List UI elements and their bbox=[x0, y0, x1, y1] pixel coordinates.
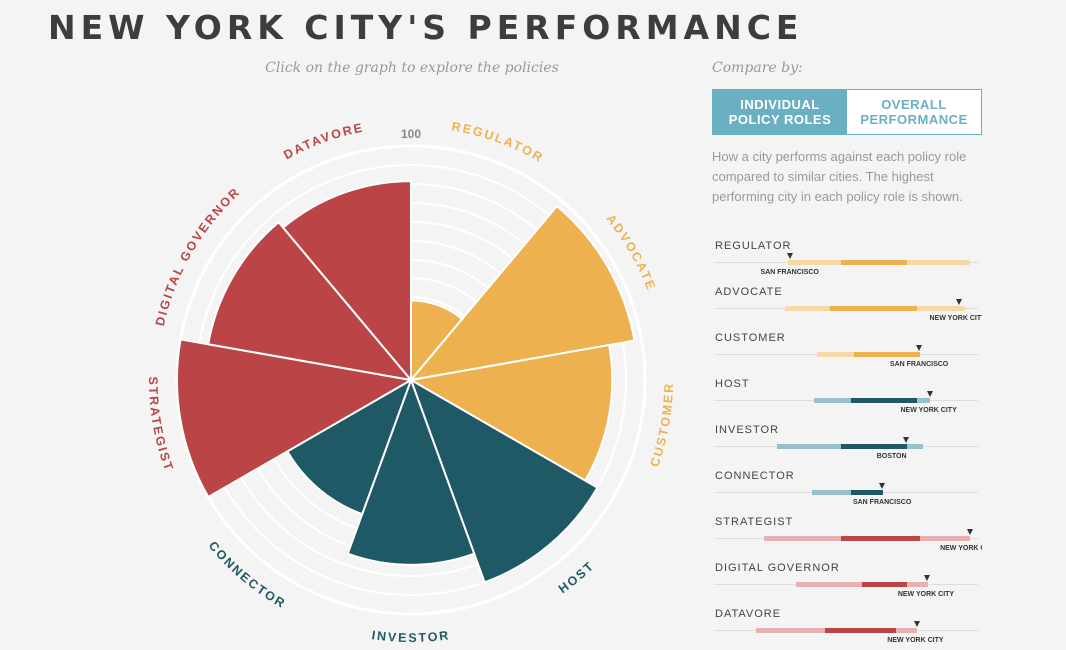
polar-area-chart[interactable]: 100 REGULATORADVOCATECUSTOMERHOSTINVESTOR… bbox=[0, 0, 700, 649]
city-marker bbox=[787, 253, 794, 259]
wedge-digital-governor[interactable] bbox=[207, 220, 414, 382]
city-marker bbox=[916, 345, 923, 351]
chart-instruction: Click on the graph to explore the polici… bbox=[265, 60, 559, 76]
role-range-bar: SAN FRANCISCO bbox=[714, 345, 978, 368]
role-row-advocate[interactable]: ADVOCATE NEW YORK CITY bbox=[714, 282, 982, 328]
city-marker bbox=[956, 299, 963, 305]
category-label[interactable]: REGULATOR bbox=[451, 119, 547, 165]
top-city-label: SAN FRANCISCO bbox=[852, 499, 912, 506]
max-value-label: 100 bbox=[401, 127, 421, 141]
role-range-bar: NEW YORK CITY bbox=[714, 575, 978, 598]
compare-toggle: INDIVIDUAL POLICY ROLES OVERALL PERFORMA… bbox=[712, 89, 982, 135]
role-range-bar: SAN FRANCISCO bbox=[714, 253, 978, 276]
range-middle bbox=[853, 352, 920, 357]
role-name: INVESTOR bbox=[715, 424, 780, 436]
city-marker bbox=[924, 575, 931, 581]
city-marker bbox=[966, 529, 973, 535]
overall-performance-button[interactable]: OVERALL PERFORMANCE bbox=[847, 90, 981, 134]
range-middle bbox=[840, 536, 920, 541]
wedge-investor[interactable] bbox=[346, 377, 476, 566]
range-middle bbox=[840, 444, 907, 449]
city-marker bbox=[913, 621, 920, 627]
wedge-advocate[interactable] bbox=[408, 204, 636, 382]
top-city-label: BOSTON bbox=[876, 453, 907, 460]
comparison-description: How a city performs against each policy … bbox=[712, 149, 967, 204]
wedge-host[interactable] bbox=[409, 377, 599, 584]
role-range-bar: NEW YORK CITY bbox=[714, 391, 978, 414]
individual-policy-roles-button[interactable]: INDIVIDUAL POLICY ROLES bbox=[713, 90, 847, 134]
top-city-label: SAN FRANCISCO bbox=[889, 361, 949, 368]
top-city-label: NEW YORK CITY bbox=[897, 591, 955, 598]
role-name: STRATEGIST bbox=[715, 516, 794, 528]
role-range-bar: NEW YORK CITY bbox=[714, 299, 982, 322]
wedge-strategist[interactable] bbox=[176, 338, 414, 499]
city-marker bbox=[879, 483, 886, 489]
role-row-digital-governor[interactable]: DIGITAL GOVERNOR NEW YORK CITY bbox=[714, 558, 982, 604]
city-marker bbox=[926, 391, 933, 397]
wedge-customer[interactable] bbox=[408, 343, 614, 482]
role-name: ADVOCATE bbox=[715, 286, 783, 298]
range-middle bbox=[851, 490, 883, 495]
city-marker bbox=[903, 437, 910, 443]
compare-by-label: Compare by: bbox=[712, 60, 803, 76]
role-row-datavore[interactable]: DATAVORE NEW YORK CITY bbox=[714, 604, 982, 650]
top-city-label: NEW YORK CITY bbox=[940, 545, 982, 552]
category-label[interactable]: INVESTOR bbox=[371, 628, 451, 645]
role-name: CUSTOMER bbox=[715, 332, 786, 344]
range-middle bbox=[830, 306, 918, 311]
range-middle bbox=[861, 582, 907, 587]
role-name: HOST bbox=[715, 378, 750, 390]
role-name: CONNECTOR bbox=[715, 470, 795, 482]
role-comparison-list: REGULATOR SAN FRANCISCO ADVOCATE NEW YORK C… bbox=[714, 236, 982, 650]
category-label[interactable]: DATAVORE bbox=[281, 120, 365, 162]
role-range-bar: SAN FRANCISCO bbox=[714, 483, 978, 506]
role-row-customer[interactable]: CUSTOMER SAN FRANCISCO bbox=[714, 328, 982, 374]
range-full bbox=[811, 490, 881, 495]
role-row-regulator[interactable]: REGULATOR SAN FRANCISCO bbox=[714, 236, 982, 282]
wedge-connector[interactable] bbox=[286, 377, 413, 516]
role-range-bar: NEW YORK CITY bbox=[714, 621, 978, 644]
role-row-host[interactable]: HOST NEW YORK CITY bbox=[714, 374, 982, 420]
wedge-datavore[interactable] bbox=[281, 180, 412, 383]
top-city-label: NEW YORK CITY bbox=[900, 407, 957, 414]
range-middle bbox=[840, 260, 907, 265]
category-label[interactable]: CONNECTOR bbox=[206, 539, 289, 612]
role-range-bar: BOSTON bbox=[714, 437, 978, 460]
role-row-connector[interactable]: CONNECTOR SAN FRANCISCO bbox=[714, 466, 982, 512]
range-middle bbox=[824, 628, 897, 633]
category-label[interactable]: STRATEGIST bbox=[146, 376, 176, 473]
top-city-label: NEW YORK CITY bbox=[929, 315, 982, 322]
role-row-investor[interactable]: INVESTOR BOSTON bbox=[714, 420, 982, 466]
category-label[interactable]: CUSTOMER bbox=[647, 382, 676, 469]
top-city-label: SAN FRANCISCO bbox=[760, 269, 819, 276]
range-middle bbox=[851, 398, 918, 403]
category-label[interactable]: HOST bbox=[556, 558, 597, 596]
top-city-label: NEW YORK CITY bbox=[887, 637, 944, 644]
role-name: DIGITAL GOVERNOR bbox=[715, 562, 840, 574]
role-name: DATAVORE bbox=[715, 608, 782, 620]
role-row-strategist[interactable]: STRATEGIST NEW YORK CITY bbox=[714, 512, 982, 558]
page-title: NEW YORK CITY'S PERFORMANCE bbox=[48, 8, 804, 47]
role-range-bar: NEW YORK CITY bbox=[714, 529, 982, 552]
role-name: REGULATOR bbox=[715, 240, 792, 252]
